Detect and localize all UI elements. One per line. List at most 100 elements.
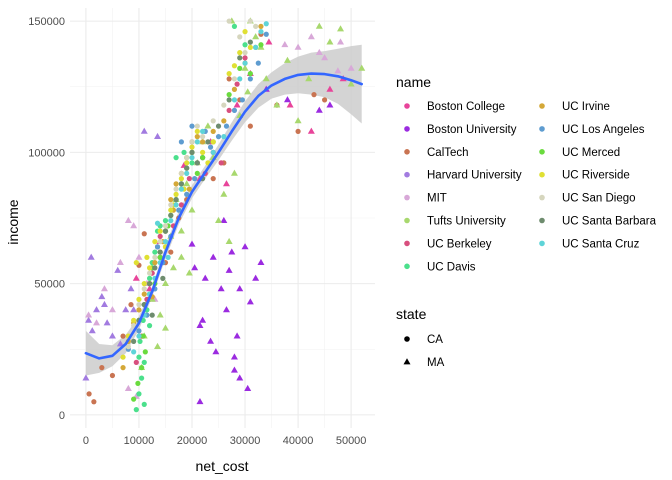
data-point-circle bbox=[255, 60, 261, 66]
y-tick-label: 50000 bbox=[34, 279, 65, 291]
data-point-circle bbox=[242, 29, 248, 35]
data-point-circle bbox=[215, 134, 222, 140]
data-point-circle bbox=[136, 354, 142, 360]
data-point-circle bbox=[189, 123, 195, 129]
data-point-circle bbox=[189, 160, 195, 166]
legend-label: Tufts University bbox=[427, 216, 506, 228]
data-point-circle bbox=[242, 50, 248, 56]
data-point-circle bbox=[146, 270, 153, 276]
legend-label: MIT bbox=[427, 193, 447, 205]
data-point-triangle bbox=[130, 306, 138, 313]
data-point-triangle bbox=[358, 64, 366, 71]
axes: 0 10000 20000 30000 40000 50000 0 50000 100000 15… bbox=[28, 16, 366, 447]
data-point-circle bbox=[226, 92, 232, 98]
data-point-circle bbox=[136, 391, 142, 397]
x-tick-label: 50000 bbox=[336, 435, 367, 447]
legend-label: UC Riverside bbox=[562, 170, 630, 182]
data-point-triangle bbox=[127, 285, 135, 292]
data-point-circle bbox=[322, 97, 328, 103]
data-point-circle bbox=[226, 76, 232, 82]
data-point-circle bbox=[184, 165, 190, 171]
data-point-circle bbox=[120, 354, 126, 360]
data-point-circle bbox=[178, 202, 184, 208]
data-point-triangle bbox=[207, 337, 215, 344]
data-point-triangle bbox=[241, 243, 249, 250]
data-point-triangle bbox=[326, 85, 334, 92]
data-point-circle bbox=[136, 296, 142, 302]
data-point-triangle bbox=[281, 40, 289, 48]
data-point-circle bbox=[141, 291, 147, 297]
data-point-circle bbox=[200, 139, 206, 145]
data-point-circle bbox=[131, 396, 137, 402]
data-point-triangle bbox=[257, 258, 265, 265]
data-point-circle bbox=[210, 149, 216, 155]
data-point-circle bbox=[200, 128, 206, 134]
legend-label: UC Irvine bbox=[562, 101, 610, 113]
data-point-circle bbox=[194, 134, 200, 140]
data-point-circle bbox=[152, 239, 158, 245]
data-point-triangle bbox=[286, 101, 294, 108]
data-point-circle bbox=[311, 92, 317, 98]
data-point-circle bbox=[133, 407, 139, 413]
data-point-triangle bbox=[244, 384, 252, 391]
data-point-triangle bbox=[294, 117, 302, 124]
data-point-triangle bbox=[124, 384, 132, 391]
data-point-circle bbox=[131, 338, 137, 344]
data-point-triangle bbox=[114, 266, 122, 273]
data-point-triangle bbox=[326, 101, 334, 108]
data-point-circle bbox=[226, 18, 232, 24]
data-point-triangle bbox=[88, 327, 96, 334]
data-point-triangle bbox=[188, 206, 196, 213]
data-point-circle bbox=[242, 60, 248, 66]
data-point-circle bbox=[139, 365, 145, 371]
data-point-circle bbox=[125, 344, 131, 350]
data-point-triangle bbox=[191, 264, 199, 271]
data-point-circle bbox=[205, 139, 211, 145]
data-point-triangle bbox=[315, 22, 323, 29]
legend-key bbox=[539, 126, 545, 132]
data-point-circle bbox=[226, 97, 232, 103]
data-point-triangle bbox=[236, 374, 244, 381]
data-point-triangle bbox=[185, 269, 193, 276]
confidence-band bbox=[85, 44, 362, 376]
data-point-circle bbox=[258, 42, 264, 48]
legend-key bbox=[404, 149, 410, 155]
confidence-band-area bbox=[85, 44, 362, 376]
data-point-triangle bbox=[307, 127, 315, 134]
legend-label: Boston College bbox=[427, 101, 505, 113]
data-point-circle bbox=[263, 31, 269, 37]
data-point-circle bbox=[237, 76, 243, 82]
data-point-triangle bbox=[307, 33, 315, 40]
data-point-triangle bbox=[116, 340, 124, 347]
data-point-circle bbox=[154, 220, 161, 226]
legend-label: Harvard University bbox=[427, 170, 522, 182]
data-point-circle bbox=[162, 223, 169, 229]
legend: name Boston College Boston University CalTe… bbox=[396, 74, 657, 369]
data-point-triangle bbox=[222, 306, 230, 313]
data-point-circle bbox=[223, 123, 230, 129]
data-point-triangle bbox=[233, 332, 241, 339]
data-point-circle bbox=[141, 359, 147, 365]
data-point-circle bbox=[210, 118, 216, 124]
data-point-triangle bbox=[265, 38, 273, 45]
data-point-triangle bbox=[93, 306, 101, 313]
data-point-triangle bbox=[132, 274, 140, 281]
data-point-circle bbox=[192, 176, 198, 182]
data-point-circle bbox=[173, 191, 179, 197]
data-point-circle bbox=[176, 207, 182, 213]
data-point-circle bbox=[139, 375, 145, 381]
legend-title-state: state bbox=[396, 306, 427, 322]
data-point-triangle bbox=[222, 180, 230, 187]
data-point-circle bbox=[210, 128, 216, 134]
data-point-triangle bbox=[315, 106, 323, 113]
data-point-circle bbox=[146, 265, 153, 271]
data-point-triangle bbox=[212, 348, 220, 355]
data-point-triangle bbox=[283, 56, 291, 63]
data-point-triangle bbox=[156, 311, 164, 318]
data-point-triangle bbox=[116, 258, 124, 265]
data-point-triangle bbox=[146, 285, 154, 292]
data-point-circle bbox=[168, 197, 174, 203]
data-point-triangle bbox=[220, 216, 228, 223]
data-point-triangle bbox=[236, 285, 244, 292]
data-point-triangle bbox=[201, 274, 209, 281]
